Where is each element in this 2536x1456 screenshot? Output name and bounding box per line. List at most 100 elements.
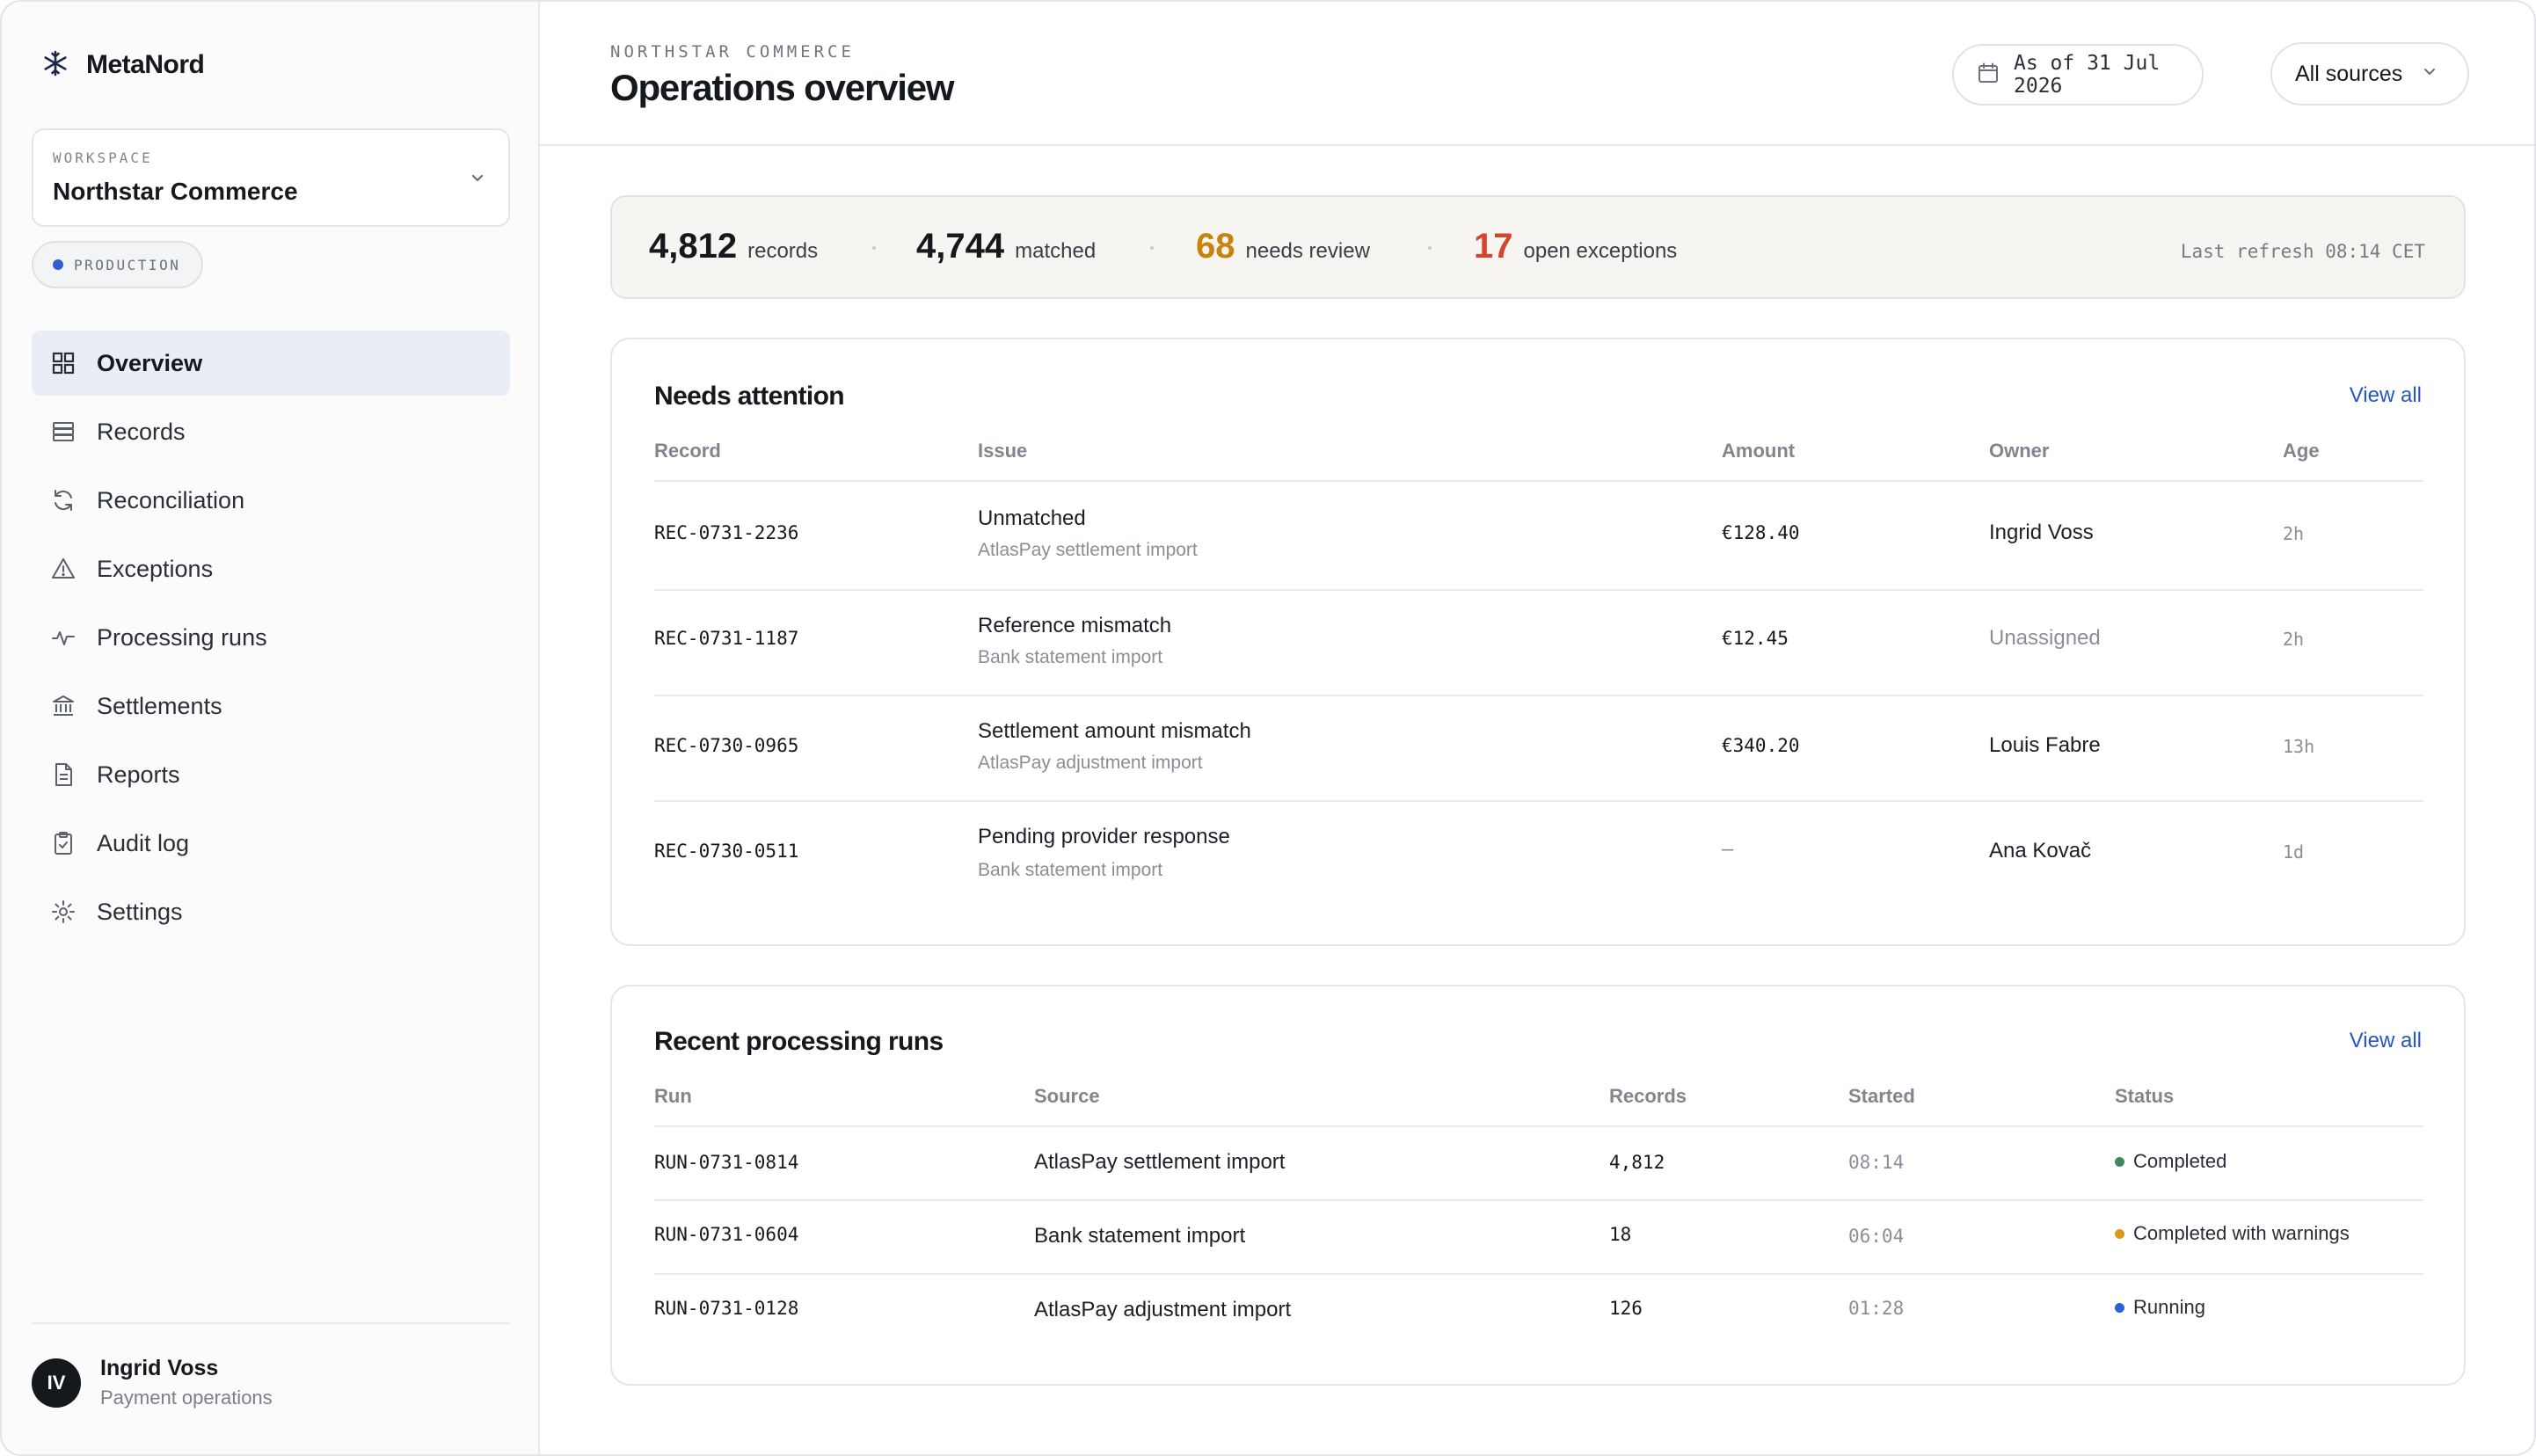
amount: €12.45	[1722, 628, 1789, 649]
issue-title: Settlement amount mismatch	[978, 719, 1251, 743]
column-header-record[interactable]: Record	[654, 440, 721, 462]
run-id[interactable]: RUN-0731-0604	[654, 1224, 799, 1245]
amount: €128.40	[1722, 522, 1800, 543]
column-header-issue[interactable]: Issue	[978, 440, 1028, 462]
status-badge: Completed	[2115, 1150, 2226, 1173]
table-header-divider	[654, 480, 2423, 482]
sidebar-item-processing-runs[interactable]: Processing runs	[32, 605, 510, 670]
run-id[interactable]: RUN-0731-0814	[654, 1152, 799, 1173]
status-label: Running	[2133, 1296, 2205, 1318]
age: 13h	[2283, 736, 2315, 757]
run-id[interactable]: RUN-0731-0128	[654, 1298, 799, 1319]
stat-value: 17	[1474, 227, 1513, 266]
column-header-run[interactable]: Run	[654, 1085, 692, 1107]
sidebar-item-reconciliation[interactable]: Reconciliation	[32, 468, 510, 533]
age: 1d	[2283, 841, 2305, 863]
run-started: 01:28	[1848, 1298, 1905, 1319]
owner: Ana Kovač	[1989, 839, 2092, 863]
environment-label: PRODUCTION	[74, 256, 181, 273]
source-filter-label: All sources	[2295, 61, 2403, 86]
issue-source: Bank statement import	[978, 860, 1163, 880]
document-icon	[49, 761, 77, 789]
sidebar-item-exceptions[interactable]: Exceptions	[32, 536, 510, 601]
brand-name: MetaNord	[86, 50, 205, 79]
column-header-owner[interactable]: Owner	[1989, 440, 2050, 462]
record-id[interactable]: REC-0730-0511	[654, 841, 799, 862]
view-all-link[interactable]: View all	[2349, 383, 2422, 407]
status-dot	[2115, 1302, 2124, 1313]
run-records: 4,812	[1609, 1152, 1665, 1173]
owner: Louis Fabre	[1989, 733, 2101, 757]
brand[interactable]: MetaNord	[40, 47, 205, 83]
stat-value: 4,744	[916, 227, 1005, 266]
amount: €340.20	[1722, 735, 1800, 756]
issue-title: Reference mismatch	[978, 614, 1172, 637]
sidebar-item-settings[interactable]: Settings	[32, 879, 510, 944]
stat-label: needs review	[1245, 239, 1370, 263]
recent-runs-card: Recent processing runs View all Run Sour…	[610, 985, 2466, 1386]
sidebar-item-overview[interactable]: Overview	[32, 331, 510, 396]
status-badge: Completed with warnings	[2115, 1222, 2350, 1245]
record-id[interactable]: REC-0731-2236	[654, 522, 799, 543]
sidebar-item-label: Overview	[97, 349, 203, 376]
stat-separator	[1428, 246, 1432, 250]
workspace-selector[interactable]: WORKSPACE Northstar Commerce	[32, 128, 510, 227]
sidebar-item-label: Settings	[97, 898, 183, 925]
row-divider	[654, 1273, 2423, 1275]
stack-icon	[49, 418, 77, 446]
workspace-name: Northstar Commerce	[53, 178, 298, 205]
issue-source: AtlasPay settlement import	[978, 540, 1198, 560]
record-id[interactable]: REC-0730-0965	[654, 735, 799, 756]
summary-strip: 4,812 records 4,744 matched 68 needs rev…	[610, 195, 2466, 299]
stat-value: 68	[1196, 227, 1235, 266]
grid-icon	[49, 349, 77, 377]
status-dot	[2115, 1156, 2124, 1167]
stat-separator	[1150, 246, 1154, 250]
card-title: Recent processing runs	[654, 1027, 944, 1056]
user-profile[interactable]: IV Ingrid Voss Payment operations	[32, 1356, 273, 1409]
needs-attention-card: Needs attention View all Record Issue Am…	[610, 338, 2466, 946]
source-filter-dropdown[interactable]: All sources	[2270, 42, 2469, 106]
column-header-status[interactable]: Status	[2115, 1085, 2175, 1107]
sidebar-item-label: Records	[97, 418, 186, 445]
run-source: AtlasPay adjustment import	[1034, 1298, 1292, 1321]
stat-needs-review[interactable]: 68 needs review	[1196, 227, 1370, 266]
workspace-label: WORKSPACE	[53, 149, 153, 166]
status-label: Completed	[2133, 1150, 2227, 1172]
stat-open-exceptions[interactable]: 17 open exceptions	[1474, 227, 1677, 266]
sidebar-item-settlements[interactable]: Settlements	[32, 673, 510, 739]
column-header-amount[interactable]: Amount	[1722, 440, 1796, 462]
column-header-age[interactable]: Age	[2283, 440, 2320, 462]
stat-records: 4,812 records	[649, 227, 818, 266]
run-source: Bank statement import	[1034, 1224, 1246, 1248]
activity-icon	[49, 623, 77, 652]
snowflake-logo-icon	[40, 48, 70, 83]
stat-separator	[872, 246, 876, 250]
record-id[interactable]: REC-0731-1187	[654, 628, 799, 649]
issue-title: Pending provider response	[978, 825, 1230, 848]
environment-badge: PRODUCTION	[32, 241, 204, 288]
chevron-down-icon	[2420, 62, 2439, 86]
stat-matched: 4,744 matched	[916, 227, 1096, 266]
sidebar-item-label: Processing runs	[97, 623, 267, 651]
sidebar: MetaNord WORKSPACE Northstar Commerce PR…	[2, 2, 540, 1454]
issue-source: Bank statement import	[978, 647, 1163, 667]
column-header-records[interactable]: Records	[1609, 1085, 1687, 1107]
refresh-icon	[49, 486, 77, 514]
sidebar-item-audit-log[interactable]: Audit log	[32, 811, 510, 876]
date-filter-button[interactable]: As of 31 Jul 2026	[1952, 44, 2204, 106]
sidebar-divider	[32, 1322, 510, 1324]
sidebar-item-records[interactable]: Records	[32, 399, 510, 464]
row-divider	[654, 800, 2423, 802]
environment-dot	[53, 259, 63, 270]
column-header-source[interactable]: Source	[1034, 1085, 1100, 1107]
view-all-link[interactable]: View all	[2349, 1029, 2422, 1052]
sidebar-item-label: Exceptions	[97, 555, 214, 582]
date-filter-label: As of 31 Jul 2026	[2014, 52, 2161, 98]
chevron-down-icon	[466, 167, 489, 194]
page-eyebrow: NORTHSTAR COMMERCE	[610, 42, 855, 62]
sidebar-item-reports[interactable]: Reports	[32, 742, 510, 807]
run-source: AtlasPay settlement import	[1034, 1150, 1286, 1174]
row-divider	[654, 589, 2423, 591]
column-header-started[interactable]: Started	[1848, 1085, 1915, 1107]
